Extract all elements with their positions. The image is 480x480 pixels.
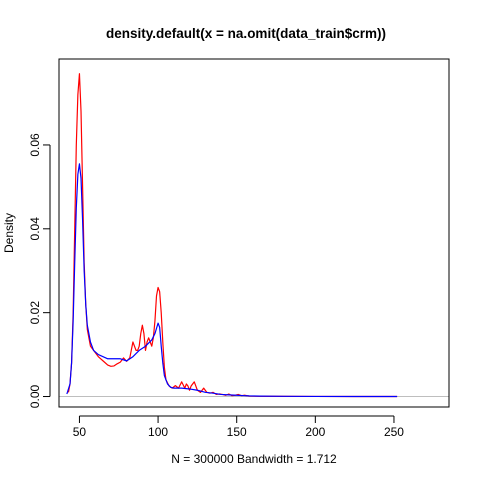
y-tick-label: 0.00: [28, 385, 42, 409]
x-axis-label: N = 300000 Bandwidth = 1.712: [171, 452, 337, 466]
x-tick-label: 150: [227, 425, 247, 439]
plot-frame: [58, 58, 450, 408]
x-tick-label: 250: [384, 425, 404, 439]
density-series-1: [67, 73, 398, 398]
x-axis: 50 100 150 200 250: [73, 415, 404, 439]
series-layer: [66, 73, 398, 398]
density-series-2: [66, 163, 398, 398]
chart-title: density.default(x = na.omit(data_train$c…: [106, 26, 386, 41]
y-tick-label: 0.04: [28, 217, 42, 241]
y-tick-label: 0.02: [28, 301, 42, 325]
x-tick-label: 200: [305, 425, 325, 439]
y-tick-label: 0.06: [28, 133, 42, 157]
x-tick-label: 100: [148, 425, 168, 439]
y-axis-label: Density: [2, 213, 16, 253]
y-axis: 0.00 0.02 0.04 0.06: [28, 133, 51, 409]
x-tick-label: 50: [73, 425, 87, 439]
